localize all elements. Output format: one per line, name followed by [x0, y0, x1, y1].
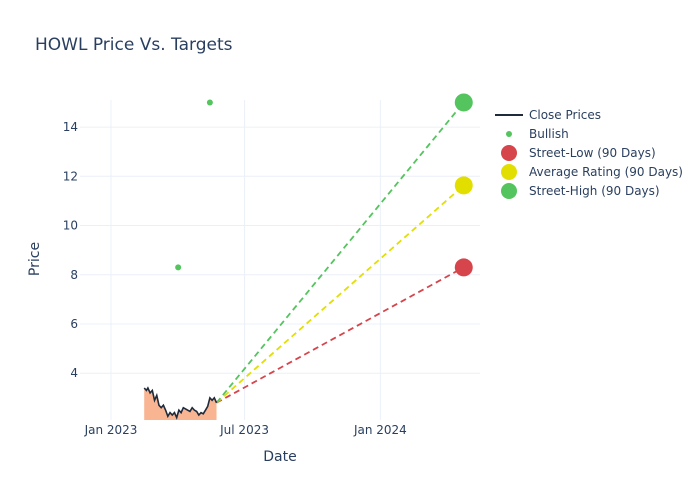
legend-symbol — [501, 183, 517, 199]
x-tick-label: Jan 2023 — [84, 423, 138, 437]
y-tick-label: 4 — [70, 366, 78, 380]
grid-lines — [80, 100, 480, 420]
close-price-area — [144, 388, 217, 420]
legend-item-low: Street-Low (90 Days) — [501, 145, 656, 161]
legend-item-high: Street-High (90 Days) — [501, 183, 660, 199]
bullish-point — [175, 264, 182, 271]
close-price-fill — [144, 388, 217, 420]
target-line-high — [215, 101, 465, 404]
legend: Close Prices Bullish Street-Low (90 Days) A… — [495, 108, 683, 199]
close-price-series — [143, 386, 218, 420]
chart-title: HOWL Price Vs. Targets — [35, 35, 233, 55]
data-points — [175, 93, 473, 277]
x-tick-label: Jul 2023 — [219, 423, 269, 437]
target-marker-average — [454, 176, 473, 195]
y-tick-label: 14 — [63, 120, 78, 134]
y-axis-title: Price — [27, 242, 43, 276]
target-lines — [215, 101, 465, 404]
legend-item-close: Close Prices — [495, 108, 601, 122]
target-marker-low — [454, 258, 473, 277]
legend-label: Street-High (90 Days) — [529, 184, 660, 198]
legend-item-bullish: Bullish — [506, 127, 569, 141]
legend-item-avg: Average Rating (90 Days) — [501, 164, 683, 180]
x-axis-title: Date — [263, 449, 296, 465]
legend-symbol — [501, 145, 517, 161]
close-price-line — [143, 386, 218, 420]
y-tick-label: 10 — [63, 219, 78, 233]
legend-label: Average Rating (90 Days) — [529, 165, 683, 179]
target-marker-high — [454, 93, 473, 112]
legend-label: Close Prices — [529, 108, 601, 122]
y-tick-label: 6 — [70, 317, 78, 331]
x-axis-ticks: Jan 2023 Jul 2023 Jan 2024 — [84, 423, 407, 437]
x-tick-label: Jan 2024 — [353, 423, 407, 437]
legend-symbol — [501, 164, 517, 180]
legend-label: Street-Low (90 Days) — [529, 146, 656, 160]
y-axis-ticks: 4 6 8 10 12 14 — [63, 120, 78, 380]
bullish-point — [206, 99, 213, 106]
y-tick-label: 8 — [70, 268, 78, 282]
y-tick-label: 12 — [63, 169, 78, 183]
target-line-low — [216, 266, 465, 404]
target-line-average — [215, 184, 465, 404]
legend-label: Bullish — [529, 127, 569, 141]
legend-symbol — [506, 131, 512, 137]
